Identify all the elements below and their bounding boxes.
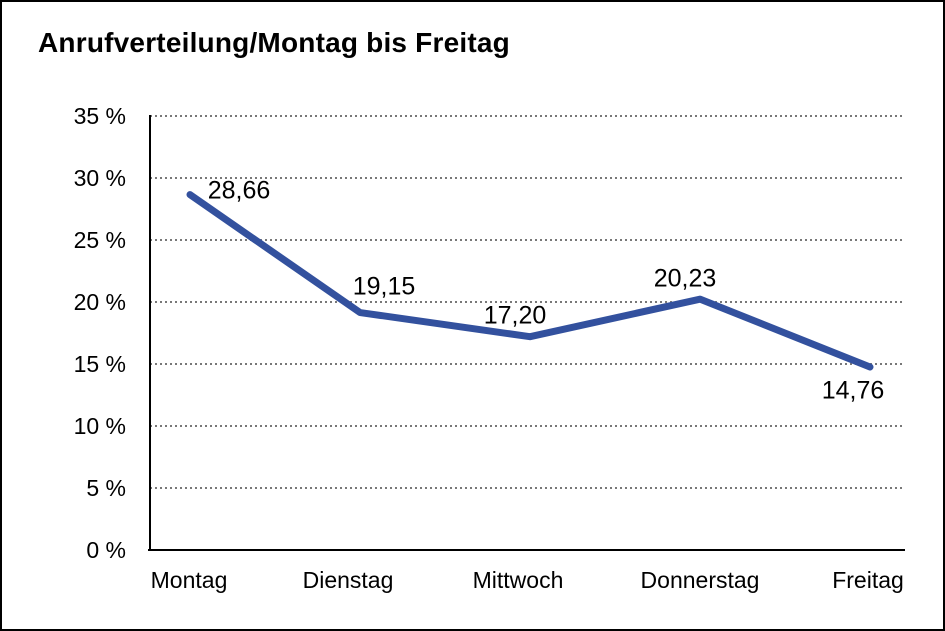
x-axis-category-label: Montag — [150, 567, 228, 593]
x-axis-category-label: Freitag — [832, 567, 904, 593]
x-axis-category-label: Donnerstag — [640, 567, 760, 593]
y-axis-tick-label: 20 % — [73, 289, 126, 315]
x-axis-category-label: Dienstag — [302, 567, 394, 593]
y-axis-tick-label: 30 % — [73, 165, 126, 191]
gridline — [150, 115, 905, 117]
gridline — [150, 425, 905, 427]
gridline — [150, 239, 905, 241]
gridline — [150, 363, 905, 365]
y-axis-tick-label: 15 % — [73, 351, 126, 377]
data-point-label: 20,23 — [653, 264, 717, 293]
y-axis-tick-label: 5 % — [86, 475, 126, 501]
y-axis-tick-label: 25 % — [73, 227, 126, 253]
y-axis-tick-label: 0 % — [86, 537, 126, 563]
y-axis-tick-label: 35 % — [73, 103, 126, 129]
gridline — [150, 301, 905, 303]
data-point-label: 28,66 — [207, 176, 271, 205]
chart-title: Anrufverteilung/Montag bis Freitag — [38, 27, 510, 58]
y-axis-line — [149, 115, 151, 551]
series-line — [186, 191, 874, 371]
data-point-label: 17,20 — [483, 301, 547, 330]
data-point-label: 19,15 — [352, 272, 416, 301]
x-axis-line — [148, 549, 905, 551]
data-point-label: 14,76 — [821, 376, 885, 405]
y-axis-tick-label: 10 % — [73, 413, 126, 439]
gridline — [150, 487, 905, 489]
gridline — [150, 177, 905, 179]
x-axis-category-label: Mittwoch — [472, 567, 564, 593]
